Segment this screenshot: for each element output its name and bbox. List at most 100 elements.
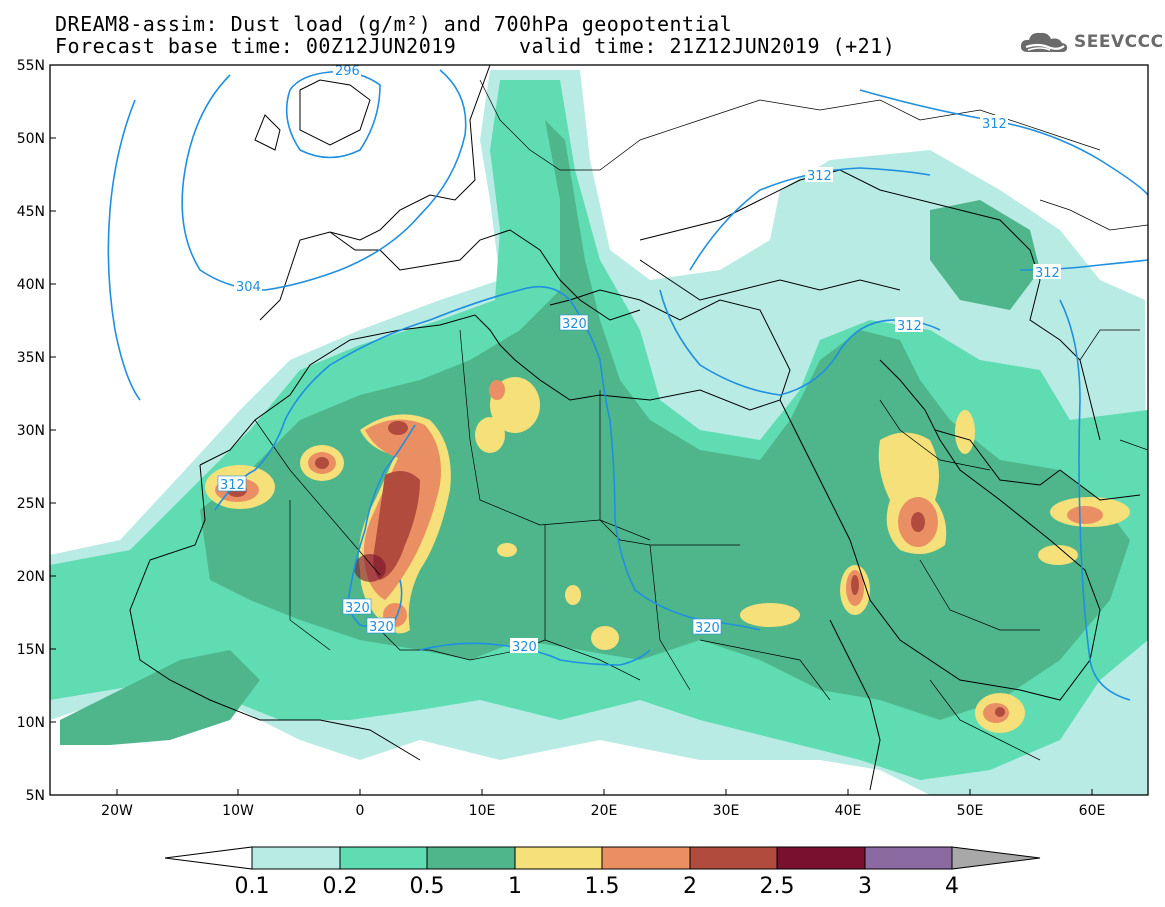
svg-text:320: 320 — [369, 620, 394, 635]
svg-text:320: 320 — [695, 621, 720, 636]
contour-label-312-a: 312 — [217, 475, 247, 493]
colorbar-segment — [251, 846, 341, 870]
contour-labels: 296 304 312 312 312 312 312 320 320 320 … — [217, 62, 1061, 655]
svg-text:312: 312 — [1035, 266, 1060, 281]
geopotential-contours — [107, 69, 1148, 701]
svg-text:312: 312 — [897, 319, 922, 334]
colorbar-tick-label: 0.5 — [410, 874, 445, 899]
colorbar-segment — [864, 846, 953, 870]
logo-text: SEEVCCC — [1074, 32, 1164, 52]
lat-tick: 40N — [17, 277, 56, 293]
map-title: DREAM8-assim: Dust load (g/m²) and 700hP… — [55, 12, 733, 36]
lat-tick: 50N — [17, 131, 56, 147]
contour-label-320-a: 320 — [559, 314, 589, 332]
lat-tick: 30N — [17, 423, 56, 439]
lat-tick: 55N — [17, 58, 56, 74]
svg-text:304: 304 — [236, 280, 261, 295]
map-subtitle: Forecast base time: 00Z12JUN2019 valid t… — [55, 34, 896, 58]
lon-tick: 20E — [591, 789, 618, 819]
borders — [254, 79, 1148, 761]
svg-text:55N: 55N — [17, 58, 45, 74]
svg-text:25N: 25N — [17, 496, 45, 512]
svg-text:10N: 10N — [17, 715, 45, 731]
colorbar-tick-label: 2 — [683, 874, 697, 899]
svg-text:320: 320 — [345, 601, 370, 616]
svg-text:40N: 40N — [17, 277, 45, 293]
lat-tick: 45N — [17, 204, 56, 220]
colorbar-tick-label: 0.1 — [235, 874, 270, 899]
svg-text:312: 312 — [807, 169, 832, 184]
colorbar-segment — [776, 846, 866, 870]
svg-text:30N: 30N — [17, 423, 45, 439]
dust-fields — [50, 70, 1148, 795]
colorbar: 0.1 0.2 0.5 1 1.5 2 2.5 3 4 — [164, 846, 1041, 899]
colorbar-segment — [951, 846, 1041, 870]
lon-tick: 50E — [957, 789, 984, 819]
colorbar-segment — [426, 846, 516, 870]
colorbar-segment — [601, 846, 691, 870]
svg-text:50E: 50E — [957, 803, 984, 819]
contour-label-320-e: 320 — [692, 618, 722, 636]
colorbar-segment — [514, 846, 603, 870]
dust-0-5-region — [200, 120, 1130, 720]
lat-tick: 35N — [17, 350, 56, 366]
colorbar-tick-label: 4 — [945, 874, 959, 899]
colorbar-tick-label: 1 — [508, 874, 522, 899]
dust-0-5-caucasus — [930, 200, 1040, 310]
contour-label-312-b: 312 — [805, 167, 833, 184]
contour-label-312-c: 312 — [980, 115, 1008, 132]
contour-label-312-e: 312 — [895, 317, 923, 334]
svg-text:45N: 45N — [17, 204, 45, 220]
contour-label-320-c: 320 — [366, 617, 396, 635]
svg-text:15N: 15N — [17, 642, 45, 658]
colorbar-tick-label: 1.5 — [585, 874, 620, 899]
svg-text:296: 296 — [335, 64, 360, 79]
svg-text:20E: 20E — [591, 803, 618, 819]
lat-tick: 5N — [26, 788, 56, 804]
lon-tick: 30E — [713, 789, 740, 819]
svg-text:0: 0 — [356, 803, 365, 819]
lon-tick: 10W — [222, 789, 254, 819]
lon-tick: 40E — [835, 789, 862, 819]
svg-text:20W: 20W — [101, 803, 133, 819]
seevccc-logo: SEEVCCC — [1018, 27, 1164, 57]
longitude-axis: 20W 10W 0 10E 20E 30E 40E 50E 60E — [101, 789, 1105, 819]
colorbar-tick-label: 0.2 — [323, 874, 358, 899]
dust-0-5-westafrica — [60, 650, 260, 745]
colorbar-tick-label: 3 — [858, 874, 872, 899]
cloud-icon — [1020, 32, 1068, 52]
contour-label-320-d: 320 — [510, 638, 538, 655]
svg-text:30E: 30E — [713, 803, 740, 819]
colorbar-segment — [164, 846, 253, 870]
contour-label-304: 304 — [234, 278, 262, 295]
svg-text:312: 312 — [982, 117, 1007, 132]
colorbar-segment — [689, 846, 778, 870]
latitude-axis: 5N 10N 15N 20N 25N 30N 35N 40N 45N 50N 5… — [17, 58, 56, 804]
svg-text:5N: 5N — [26, 788, 45, 804]
lon-tick: 10E — [469, 789, 496, 819]
svg-text:312: 312 — [220, 478, 245, 493]
svg-text:10W: 10W — [222, 803, 254, 819]
dust-2-5-region — [354, 554, 386, 582]
lat-tick: 20N — [17, 569, 56, 585]
svg-text:20N: 20N — [17, 569, 45, 585]
contour-label-296: 296 — [333, 62, 361, 79]
lat-tick: 15N — [17, 642, 56, 658]
svg-text:50N: 50N — [17, 131, 45, 147]
svg-text:60E: 60E — [1079, 803, 1106, 819]
lat-tick: 10N — [17, 715, 56, 731]
svg-text:10E: 10E — [469, 803, 496, 819]
colorbar-tick-label: 2.5 — [760, 874, 795, 899]
svg-text:35N: 35N — [17, 350, 45, 366]
contour-label-320-b: 320 — [342, 598, 372, 616]
lon-tick: 0 — [356, 789, 365, 819]
dust-2-regions — [227, 421, 1005, 717]
svg-text:320: 320 — [562, 317, 587, 332]
svg-text:320: 320 — [512, 640, 537, 655]
contour-label-312-d: 312 — [1033, 264, 1061, 281]
lon-tick: 60E — [1079, 789, 1106, 819]
lat-tick: 25N — [17, 496, 56, 512]
colorbar-segment — [339, 846, 428, 870]
svg-text:40E: 40E — [835, 803, 862, 819]
